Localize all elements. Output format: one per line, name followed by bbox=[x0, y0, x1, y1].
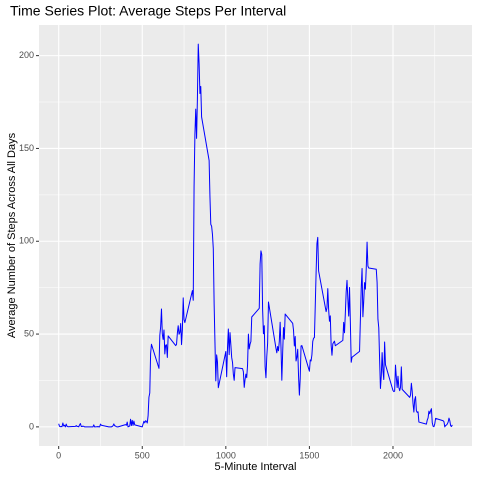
panel bbox=[39, 25, 472, 446]
x-tick-label: 1500 bbox=[299, 450, 319, 460]
chart-title: Time Series Plot: Average Steps Per Inte… bbox=[10, 3, 286, 19]
y-tick-label: 100 bbox=[19, 236, 34, 246]
y-tick-label: 0 bbox=[29, 421, 34, 431]
x-tick-label: 0 bbox=[56, 450, 61, 460]
x-tick-label: 1000 bbox=[216, 450, 236, 460]
x-tick-label: 500 bbox=[135, 450, 150, 460]
y-tick-label: 50 bbox=[24, 328, 34, 338]
y-axis-label: Average Number of Steps Across All Days bbox=[6, 132, 18, 338]
data-line bbox=[58, 43, 453, 428]
x-tick-label: 2000 bbox=[383, 450, 403, 460]
y-tick-label: 150 bbox=[19, 143, 34, 153]
x-axis-label: 5-Minute Interval bbox=[215, 461, 297, 473]
y-tick-label: 200 bbox=[19, 50, 34, 60]
